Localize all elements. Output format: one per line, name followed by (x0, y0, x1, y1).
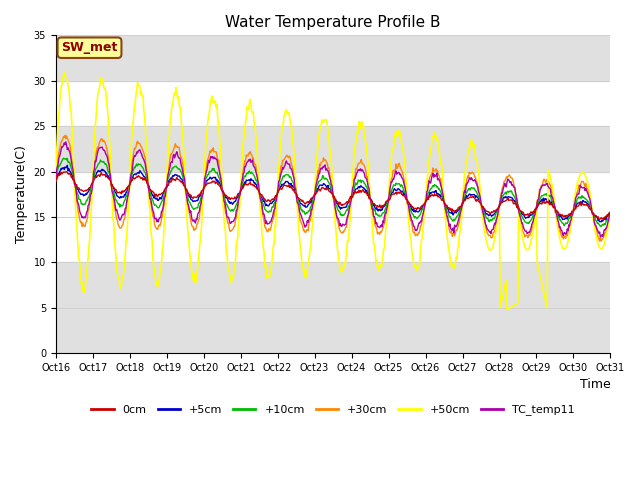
Line: +30cm: +30cm (56, 135, 611, 241)
Line: +5cm: +5cm (56, 165, 611, 222)
0cm (417, 204, 425, 210)
+50cm (417, 238, 425, 243)
+30cm (120, 217, 127, 223)
TC_temp11 (596, 234, 604, 240)
+5cm (63, 162, 71, 168)
+10cm (52, 179, 60, 184)
+10cm (417, 208, 425, 214)
TC_temp11 (205, 160, 213, 166)
TC_temp11 (120, 212, 127, 218)
+30cm (176, 151, 184, 157)
TC_temp11 (52, 177, 60, 182)
TC_temp11 (401, 186, 409, 192)
+50cm (607, 210, 614, 216)
+50cm (503, 307, 511, 312)
X-axis label: Time: Time (580, 378, 611, 392)
+5cm (62, 165, 70, 170)
+10cm (205, 169, 213, 175)
+10cm (120, 200, 127, 206)
+50cm (120, 270, 127, 276)
0cm (62, 169, 70, 175)
+10cm (607, 210, 614, 216)
+5cm (205, 176, 213, 182)
Y-axis label: Temperature(C): Temperature(C) (15, 145, 28, 243)
0cm (120, 188, 127, 194)
+10cm (176, 167, 184, 173)
+5cm (176, 174, 184, 180)
+10cm (63, 157, 70, 163)
Bar (56, 263, 611, 308)
0cm (52, 179, 60, 184)
0cm (401, 194, 409, 200)
+5cm (607, 210, 614, 216)
+10cm (401, 191, 409, 196)
+50cm (61, 70, 69, 75)
Text: SW_met: SW_met (61, 41, 118, 54)
Title: Water Temperature Profile B: Water Temperature Profile B (225, 15, 441, 30)
+30cm (52, 177, 60, 183)
+5cm (52, 180, 60, 185)
0cm (176, 178, 184, 183)
0cm (63, 169, 70, 175)
+5cm (401, 192, 409, 198)
Line: 0cm: 0cm (56, 172, 611, 219)
Bar (56, 126, 611, 171)
+30cm (417, 222, 425, 228)
+30cm (596, 238, 604, 244)
0cm (596, 216, 604, 222)
Legend: 0cm, +5cm, +10cm, +30cm, +50cm, TC_temp11: 0cm, +5cm, +10cm, +30cm, +50cm, TC_temp1… (87, 400, 579, 420)
+50cm (401, 167, 409, 172)
Bar (56, 36, 611, 81)
+50cm (52, 177, 60, 182)
+50cm (176, 104, 184, 109)
TC_temp11 (607, 209, 614, 215)
+30cm (205, 151, 213, 157)
TC_temp11 (417, 219, 425, 225)
+50cm (63, 78, 70, 84)
Line: TC_temp11: TC_temp11 (56, 142, 611, 237)
+10cm (597, 224, 605, 229)
Bar (56, 308, 611, 353)
+30cm (61, 132, 69, 138)
+50cm (205, 110, 213, 116)
Line: +10cm: +10cm (56, 158, 611, 227)
+5cm (597, 219, 605, 225)
Line: +50cm: +50cm (56, 72, 611, 310)
+30cm (401, 183, 409, 189)
TC_temp11 (63, 143, 70, 148)
0cm (607, 210, 614, 216)
+10cm (60, 156, 67, 161)
+30cm (63, 133, 70, 139)
TC_temp11 (62, 139, 70, 144)
+5cm (120, 194, 127, 200)
TC_temp11 (176, 155, 184, 161)
0cm (205, 180, 213, 186)
+30cm (607, 208, 614, 214)
+5cm (417, 206, 425, 212)
